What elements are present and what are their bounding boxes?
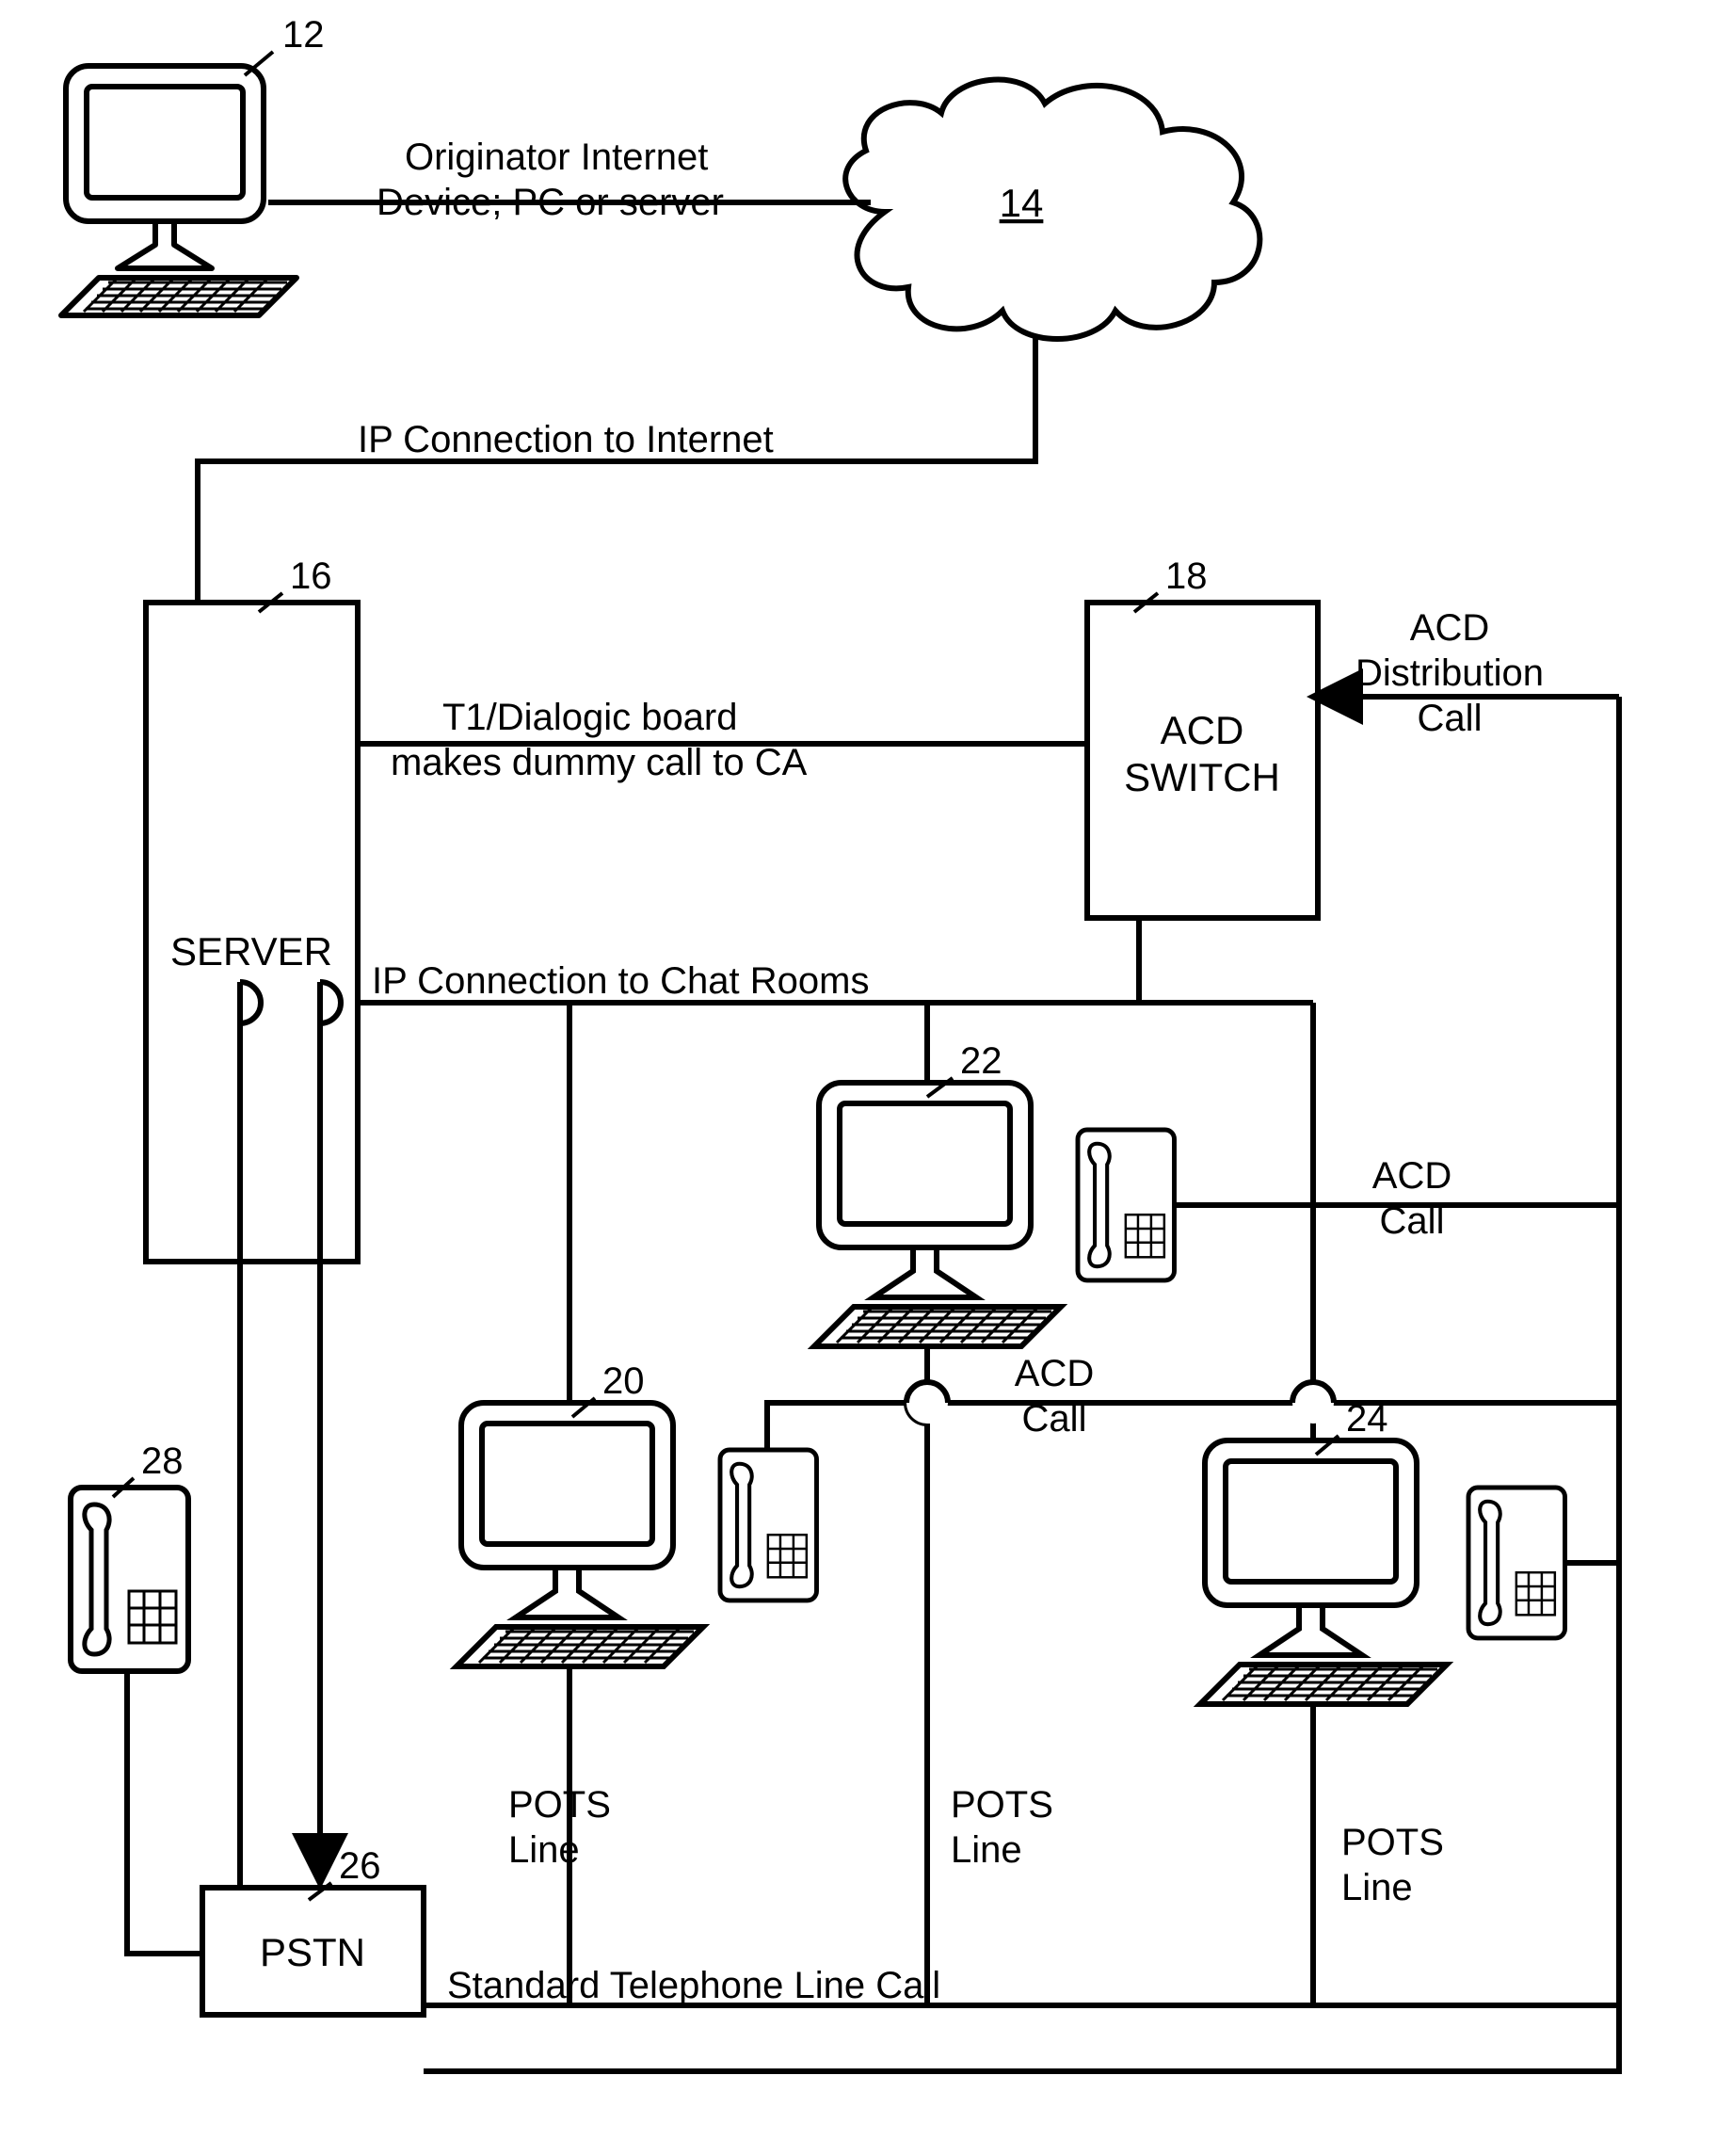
ref-24: 24 bbox=[1346, 1398, 1388, 1440]
pstn-label: PSTN bbox=[260, 1930, 365, 1974]
acd-dist-2: Distribution bbox=[1355, 652, 1544, 694]
phone-28-icon bbox=[71, 1488, 188, 1671]
pots-24a: POTS bbox=[1341, 1822, 1444, 1863]
ref-18: 18 bbox=[1165, 555, 1208, 597]
ref-28: 28 bbox=[141, 1440, 184, 1482]
acd-dist-1: ACD bbox=[1410, 607, 1489, 649]
acd-call-20b: Call bbox=[1022, 1398, 1087, 1440]
ref-16: 16 bbox=[290, 555, 332, 597]
acd-call-20a: ACD bbox=[1015, 1353, 1094, 1394]
t1-line1: T1/Dialogic board bbox=[442, 697, 738, 738]
acd-call-22b: Call bbox=[1380, 1200, 1445, 1242]
pots-22a: POTS bbox=[951, 1784, 1053, 1826]
cloud-internet-icon: 14 bbox=[845, 80, 1259, 339]
ref-26: 26 bbox=[339, 1845, 381, 1887]
ip-internet-label: IP Connection to Internet bbox=[358, 419, 774, 460]
ref-22: 22 bbox=[960, 1040, 1002, 1082]
originator-line1: Originator Internet bbox=[405, 137, 708, 178]
text-labels: 12 Originator Internet Device; PC or ser… bbox=[113, 14, 1544, 2006]
pots-22b: Line bbox=[951, 1829, 1022, 1871]
server-label: SERVER bbox=[170, 929, 332, 973]
ref-20: 20 bbox=[602, 1360, 645, 1402]
pc-22-icon bbox=[814, 1083, 1061, 1346]
line-hops bbox=[767, 1003, 1619, 2005]
pots-24b: Line bbox=[1341, 1867, 1413, 1908]
phone-22-icon bbox=[1078, 1130, 1175, 1280]
pc-20-icon bbox=[457, 1403, 703, 1666]
acd-call-22a: ACD bbox=[1372, 1155, 1451, 1197]
acd-switch-label-2: SWITCH bbox=[1124, 755, 1280, 799]
phone-20-icon bbox=[720, 1450, 817, 1601]
pc-24-icon bbox=[1200, 1440, 1447, 1704]
std-tel-label: Standard Telephone Line Call bbox=[447, 1965, 940, 2006]
pc-originator-icon bbox=[61, 66, 297, 315]
originator-line2: Device; PC or server bbox=[377, 182, 724, 223]
acd-switch-label-1: ACD bbox=[1161, 708, 1244, 752]
pots-20b: Line bbox=[508, 1829, 580, 1871]
ref-14: 14 bbox=[1000, 181, 1044, 225]
ref-12: 12 bbox=[282, 14, 325, 56]
phone-24-icon bbox=[1468, 1488, 1565, 1638]
diagram-canvas: 14 SERVER ACD SWITCH PSTN bbox=[0, 0, 1716, 2156]
edges bbox=[127, 202, 1619, 2071]
acd-dist-3: Call bbox=[1418, 698, 1483, 739]
t1-line2: makes dummy call to CA bbox=[391, 742, 808, 783]
pots-20a: POTS bbox=[508, 1784, 611, 1826]
ip-chat-label: IP Connection to Chat Rooms bbox=[372, 960, 869, 1002]
